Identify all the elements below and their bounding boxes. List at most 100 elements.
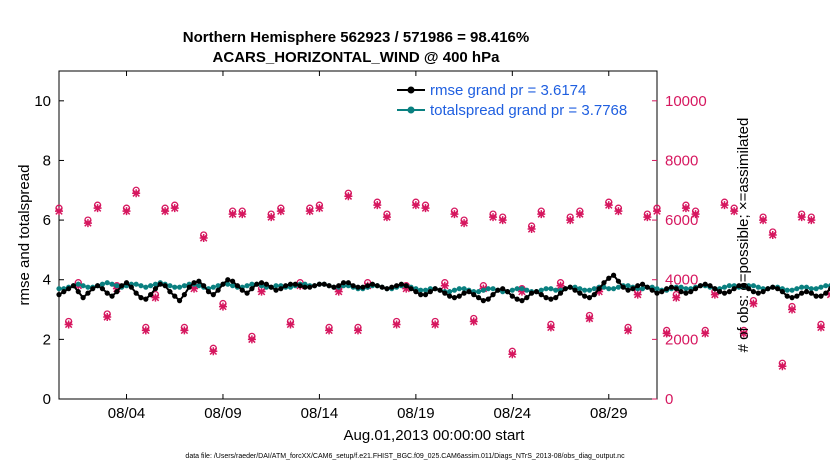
rmse-point bbox=[56, 292, 62, 298]
rmse-point bbox=[283, 283, 289, 289]
obs-assimilated-point bbox=[701, 329, 710, 338]
rmse-point bbox=[461, 290, 467, 296]
rmse-point bbox=[340, 280, 347, 286]
rmse-point bbox=[176, 298, 183, 304]
obs-assimilated-point bbox=[373, 201, 382, 210]
obs-assimilated-point bbox=[421, 204, 430, 213]
rmse-point bbox=[789, 295, 795, 301]
obs-assimilated-point bbox=[662, 329, 671, 338]
obs-assimilated-point bbox=[238, 210, 247, 219]
totalspread-point bbox=[678, 284, 684, 290]
legend-rmse-label: rmse grand pr = 3.6174 bbox=[430, 82, 586, 99]
obs-assimilated-point bbox=[218, 302, 227, 311]
rmse-point bbox=[393, 283, 400, 289]
totalspread-point bbox=[726, 283, 732, 289]
rmse-point bbox=[596, 286, 602, 292]
rmse-point bbox=[712, 286, 718, 292]
totalspread-point bbox=[273, 283, 279, 289]
obs-assimilated-point bbox=[228, 210, 237, 219]
rmse-point bbox=[741, 283, 747, 289]
obs-assimilated-point bbox=[180, 326, 189, 335]
y-left-tick-label: 0 bbox=[43, 391, 51, 408]
obs-assimilated-point bbox=[537, 210, 546, 219]
obs-assimilated-point bbox=[112, 284, 121, 293]
rmse-point bbox=[692, 286, 699, 292]
totalspread-point bbox=[447, 289, 453, 295]
obs-assimilated-point bbox=[55, 207, 63, 216]
rmse-point bbox=[172, 293, 178, 299]
rmse-point bbox=[398, 281, 405, 287]
y-left-tick-label: 6 bbox=[43, 212, 51, 229]
y-right-tick-label: 4000 bbox=[665, 272, 698, 289]
rmse-point bbox=[615, 278, 622, 284]
totalspread-point bbox=[475, 289, 482, 295]
obs-assimilated-point bbox=[286, 320, 295, 329]
legend-spread-label: totalspread grand pr = 3.7768 bbox=[430, 102, 627, 119]
rmse-point bbox=[610, 272, 617, 278]
obs-assimilated-point bbox=[633, 290, 642, 299]
obs-assimilated-point bbox=[469, 317, 478, 326]
totalspread-point bbox=[181, 283, 187, 289]
rmse-point bbox=[794, 293, 800, 299]
rmse-point bbox=[813, 293, 819, 299]
rmse-point bbox=[432, 286, 438, 292]
rmse-point bbox=[437, 287, 443, 293]
rmse-point bbox=[480, 298, 486, 304]
rmse-point bbox=[273, 287, 279, 293]
obs-assimilated-point bbox=[267, 213, 276, 222]
rmse-point bbox=[538, 292, 544, 298]
y-right-tick-label: 8000 bbox=[665, 152, 698, 169]
rmse-point bbox=[770, 284, 776, 290]
rmse-point bbox=[471, 292, 477, 298]
obs-assimilated-point bbox=[778, 362, 787, 371]
rmse-point bbox=[384, 286, 390, 292]
rmse-point bbox=[582, 293, 588, 299]
rmse-point bbox=[181, 292, 187, 298]
totalspread-point bbox=[143, 284, 149, 290]
rmse-point bbox=[239, 287, 245, 293]
legend-rmse-marker bbox=[407, 86, 415, 94]
totalspread-point bbox=[606, 286, 612, 292]
rmse-point bbox=[287, 281, 294, 287]
rmse-point bbox=[345, 280, 351, 286]
obs-assimilated-point bbox=[122, 207, 131, 216]
rmse-point bbox=[427, 289, 433, 295]
obs-assimilated-point bbox=[64, 320, 73, 329]
totalspread-point bbox=[794, 286, 800, 292]
rmse-point bbox=[466, 289, 472, 295]
obs-assimilated-point bbox=[739, 329, 748, 338]
footnote: data file: /Users/raeder/DAI/ATM_forcXX/… bbox=[185, 453, 625, 460]
totalspread-point bbox=[172, 284, 178, 290]
rmse-point bbox=[625, 287, 631, 293]
obs-assimilated-point bbox=[614, 207, 623, 216]
totalspread-point bbox=[538, 287, 544, 293]
rmse-point bbox=[586, 295, 593, 301]
totalspread-point bbox=[524, 287, 530, 293]
rmse-point bbox=[731, 286, 737, 292]
chart-title-line2: ACARS_HORIZONTAL_WIND @ 400 hPa bbox=[213, 49, 501, 66]
rmse-point bbox=[553, 295, 559, 301]
rmse-point bbox=[683, 290, 689, 296]
obs-assimilated-point bbox=[151, 293, 160, 302]
obs-assimilated-point bbox=[402, 284, 411, 293]
rmse-point bbox=[755, 290, 761, 296]
totalspread-point bbox=[480, 287, 486, 293]
obs-assimilated-point bbox=[624, 326, 633, 335]
rmse-point bbox=[635, 283, 641, 289]
obs-assimilated-point bbox=[170, 204, 179, 213]
x-tick-label: 08/29 bbox=[590, 405, 628, 422]
rmse-point bbox=[157, 281, 163, 287]
rmse-point bbox=[726, 289, 732, 295]
rmse-point bbox=[365, 283, 371, 289]
obs-assimilated-point bbox=[247, 335, 256, 344]
totalspread-point bbox=[509, 287, 515, 293]
rmse-point bbox=[143, 296, 149, 302]
rmse-point bbox=[258, 280, 265, 286]
totalspread-point bbox=[654, 286, 660, 292]
y-ticks-left: 0 2 4 6 8 10 bbox=[34, 93, 64, 408]
obs-assimilated-point bbox=[450, 210, 459, 219]
obs-assimilated-point bbox=[807, 216, 816, 225]
rmse-point bbox=[133, 290, 139, 296]
rmse-point bbox=[451, 295, 458, 301]
